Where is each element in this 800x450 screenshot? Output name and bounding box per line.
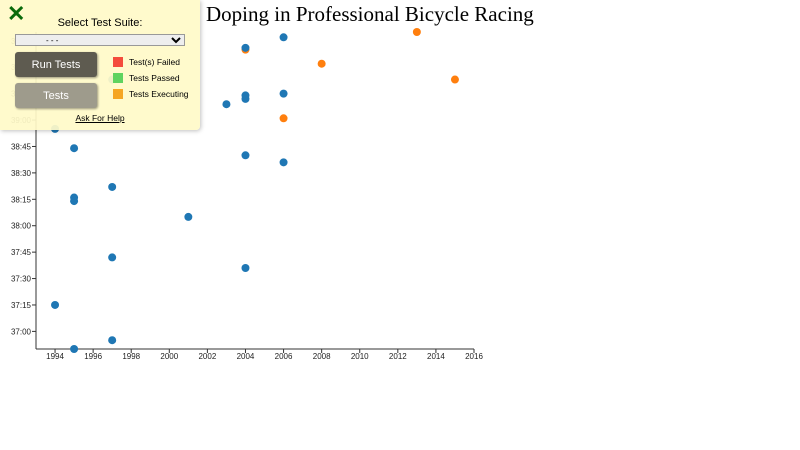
y-tick-label: 38:15 <box>11 195 32 204</box>
data-point <box>70 144 79 153</box>
data-point <box>241 151 250 160</box>
data-point <box>241 43 250 52</box>
data-point <box>241 263 250 272</box>
chart-title: Doping in Professional Bicycle Racing <box>206 2 534 26</box>
legend-label: Test(s) Failed <box>129 57 181 67</box>
data-point <box>279 33 288 42</box>
test-suite-select[interactable]: - - - <box>15 34 185 46</box>
x-tick-label: 2012 <box>389 352 407 361</box>
executing-swatch <box>113 89 123 99</box>
x-tick-label: 2014 <box>427 352 445 361</box>
legend-failed: Test(s) Failed <box>113 57 180 67</box>
data-point <box>241 91 250 100</box>
passed-swatch <box>113 73 123 83</box>
y-tick-label: 37:15 <box>11 301 32 310</box>
x-tick-label: 2008 <box>313 352 331 361</box>
legend-label: Tests Passed <box>129 73 180 83</box>
data-point <box>108 336 117 345</box>
x-tick-label: 1996 <box>84 352 102 361</box>
y-tick-label: 37:30 <box>11 275 32 284</box>
data-point <box>108 253 117 262</box>
x-tick-label: 1994 <box>46 352 64 361</box>
legend-label: Tests Executing <box>129 89 189 99</box>
y-tick-label: 38:30 <box>11 169 32 178</box>
x-tick-label: 1998 <box>122 352 140 361</box>
data-point <box>222 100 231 109</box>
select-test-suite-label: Select Test Suite: <box>57 17 143 29</box>
data-point <box>51 300 60 309</box>
close-icon[interactable]: ✕ <box>7 1 26 26</box>
y-tick-label: 38:45 <box>11 142 32 151</box>
legend-executing: Tests Executing <box>113 89 189 99</box>
data-point <box>70 345 79 353</box>
y-tick-label: 38:00 <box>11 222 32 231</box>
y-tick-label: 37:00 <box>11 327 32 336</box>
test-suite-panel: ✕ Select Test Suite: - - - Run Tests Tes… <box>0 0 200 130</box>
data-point <box>108 182 117 191</box>
data-point <box>412 28 421 36</box>
data-point <box>279 158 288 167</box>
x-tick-label: 2016 <box>465 352 483 361</box>
data-point <box>279 89 288 98</box>
x-tick-label: 2000 <box>160 352 178 361</box>
data-point <box>279 114 288 123</box>
ask-for-help-link[interactable]: Ask For Help <box>75 113 125 123</box>
failed-swatch <box>113 57 123 67</box>
legend-passed: Tests Passed <box>113 73 180 83</box>
data-point <box>317 59 326 68</box>
x-tick-label: 2002 <box>198 352 216 361</box>
data-point <box>70 193 79 202</box>
data-point <box>450 75 459 84</box>
y-tick-label: 37:45 <box>11 248 32 257</box>
x-tick-label: 2006 <box>275 352 293 361</box>
tests-button[interactable]: Tests <box>15 83 97 108</box>
data-point <box>184 212 193 221</box>
run-tests-button[interactable]: Run Tests <box>15 52 97 77</box>
x-tick-label: 2010 <box>351 352 369 361</box>
x-tick-label: 2004 <box>237 352 255 361</box>
